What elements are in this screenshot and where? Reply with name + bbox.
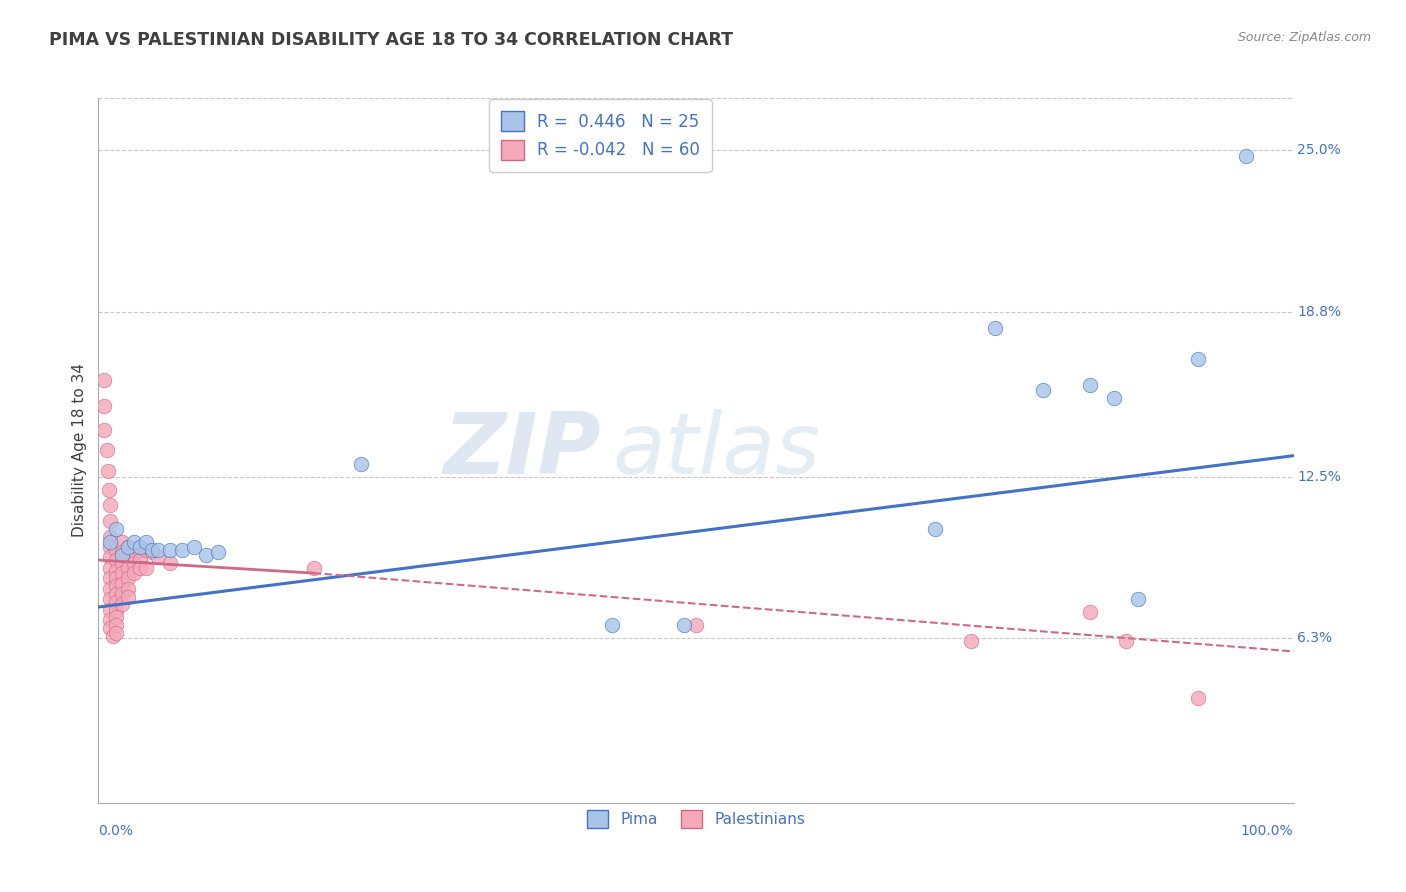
Point: [98, 530, 122, 544]
Point: [924, 522, 946, 536]
Point: [148, 550, 170, 565]
Point: [117, 540, 139, 554]
Point: [117, 550, 139, 565]
Point: [111, 545, 134, 559]
Point: [129, 542, 152, 557]
Point: [117, 590, 139, 604]
Point: [159, 556, 181, 570]
Text: 12.5%: 12.5%: [1298, 469, 1341, 483]
Point: [117, 582, 139, 596]
Point: [673, 618, 696, 632]
Text: 25.0%: 25.0%: [1298, 144, 1341, 157]
Point: [98, 550, 122, 565]
Point: [183, 540, 205, 554]
Point: [98, 483, 121, 497]
Point: [105, 626, 128, 640]
Point: [93, 373, 115, 387]
Text: PIMA VS PALESTINIAN DISABILITY AGE 18 TO 34 CORRELATION CHART: PIMA VS PALESTINIAN DISABILITY AGE 18 TO…: [49, 31, 733, 49]
Point: [105, 610, 128, 624]
Point: [195, 548, 218, 562]
Point: [98, 602, 122, 616]
Point: [135, 534, 157, 549]
Point: [207, 545, 229, 559]
Point: [117, 540, 139, 554]
Text: 18.8%: 18.8%: [1298, 305, 1341, 319]
Point: [98, 534, 122, 549]
Point: [98, 592, 122, 607]
Point: [129, 553, 152, 567]
Point: [98, 514, 122, 528]
Point: [105, 587, 128, 601]
Point: [111, 598, 134, 612]
Point: [97, 464, 120, 478]
Point: [111, 556, 134, 570]
Text: atlas: atlas: [613, 409, 820, 492]
Point: [159, 542, 181, 557]
Point: [105, 564, 128, 578]
Point: [98, 571, 122, 585]
Point: [93, 399, 115, 413]
Text: Source: ZipAtlas.com: Source: ZipAtlas.com: [1237, 31, 1371, 45]
Y-axis label: Disability Age 18 to 34: Disability Age 18 to 34: [72, 363, 87, 538]
Point: [105, 553, 128, 567]
Point: [111, 587, 134, 601]
Point: [984, 320, 1007, 334]
Point: [117, 571, 139, 585]
Point: [1080, 378, 1102, 392]
Point: [111, 534, 134, 549]
Point: [98, 621, 122, 635]
Legend: Pima, Palestinians: Pima, Palestinians: [581, 804, 811, 834]
Point: [98, 540, 122, 554]
Point: [960, 634, 983, 648]
Point: [111, 576, 134, 591]
Point: [96, 443, 118, 458]
Point: [302, 561, 325, 575]
Point: [105, 579, 128, 593]
Point: [93, 423, 115, 437]
Point: [98, 582, 122, 596]
Point: [105, 542, 128, 557]
Point: [1234, 148, 1257, 162]
Point: [111, 548, 134, 562]
Point: [124, 545, 146, 559]
Point: [124, 566, 146, 581]
Point: [105, 571, 128, 585]
Point: [129, 540, 152, 554]
Point: [124, 534, 146, 549]
Text: ZIP: ZIP: [443, 409, 600, 492]
Point: [98, 498, 122, 512]
Point: [124, 556, 146, 570]
Point: [1187, 352, 1209, 367]
Point: [685, 618, 707, 632]
Point: [1115, 634, 1137, 648]
Point: [1128, 592, 1150, 607]
Point: [105, 522, 128, 536]
Point: [148, 542, 170, 557]
Point: [1104, 391, 1126, 405]
Point: [105, 602, 128, 616]
Point: [141, 542, 163, 557]
Point: [172, 542, 194, 557]
Point: [129, 561, 152, 575]
Point: [117, 561, 139, 575]
Point: [135, 542, 157, 557]
Point: [1032, 384, 1054, 398]
Point: [105, 618, 128, 632]
Point: [101, 629, 124, 643]
Point: [1080, 605, 1102, 619]
Point: [105, 595, 128, 609]
Point: [350, 457, 373, 471]
Point: [135, 561, 157, 575]
Point: [111, 566, 134, 581]
Text: 100.0%: 100.0%: [1241, 824, 1294, 838]
Point: [141, 545, 163, 559]
Text: 6.3%: 6.3%: [1298, 632, 1333, 646]
Point: [1187, 691, 1209, 706]
Text: 0.0%: 0.0%: [98, 824, 134, 838]
Point: [602, 618, 624, 632]
Point: [98, 613, 122, 627]
Point: [98, 561, 122, 575]
